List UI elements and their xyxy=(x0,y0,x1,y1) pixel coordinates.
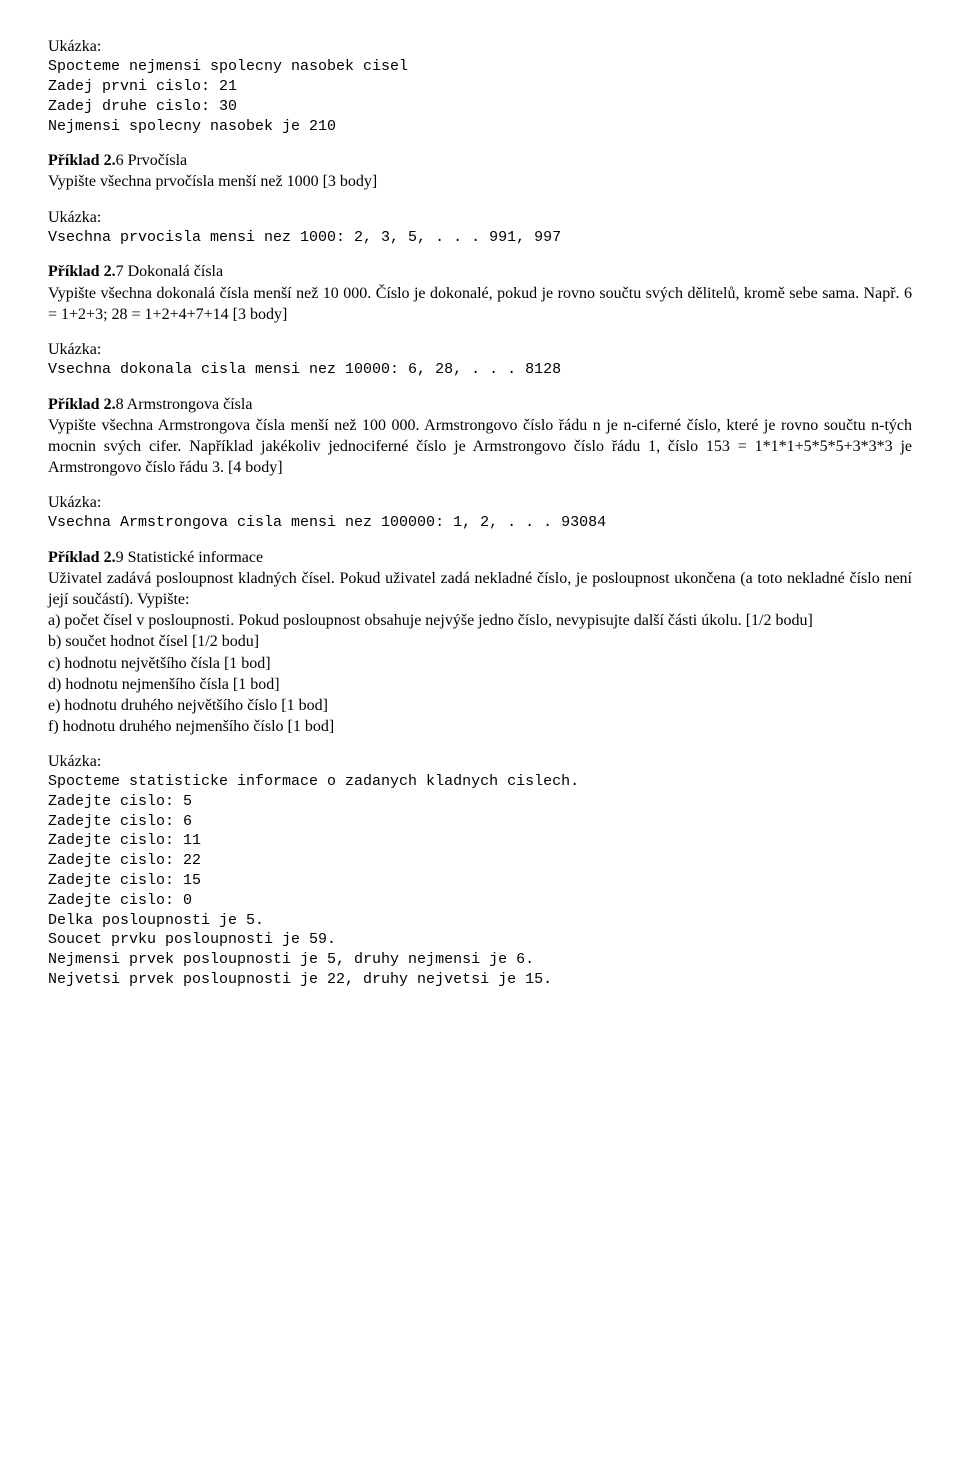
exercise-body: Vypište všechna dokonalá čísla menší než… xyxy=(48,283,912,325)
output-line: Zadejte cislo: 6 xyxy=(48,812,912,832)
output-line: Spocteme nejmensi spolecny nasobek cisel xyxy=(48,57,912,77)
output-line: Zadej druhe cislo: 30 xyxy=(48,97,912,117)
output-line: Spocteme statisticke informace o zadanyc… xyxy=(48,772,912,792)
title-prefix: Příklad 2. xyxy=(48,396,116,413)
title-prefix: Příklad 2. xyxy=(48,263,116,280)
exercise-item: c) hodnotu největšího čísla [1 bod] xyxy=(48,653,912,674)
output-line: Nejmensi spolecny nasobek je 210 xyxy=(48,117,912,137)
exercise-title: Příklad 2.6 Prvočísla xyxy=(48,150,912,171)
title-prefix: Příklad 2. xyxy=(48,152,116,169)
ukazka-label: Ukázka: xyxy=(48,751,912,772)
exercise-body: Uživatel zadává posloupnost kladných čís… xyxy=(48,568,912,610)
output-line: Vsechna prvocisla mensi nez 1000: 2, 3, … xyxy=(48,228,912,248)
exercise-28: Příklad 2.8 Armstrongova čísla Vypište v… xyxy=(48,394,912,478)
output-line: Soucet prvku posloupnosti je 59. xyxy=(48,930,912,950)
example-block-29: Ukázka: Spocteme statisticke informace o… xyxy=(48,751,912,990)
title-rest: 9 Statistické informace xyxy=(116,549,264,566)
exercise-item: a) počet čísel v posloupnosti. Pokud pos… xyxy=(48,610,912,631)
output-line: Zadejte cislo: 15 xyxy=(48,871,912,891)
output-line: Vsechna dokonala cisla mensi nez 10000: … xyxy=(48,360,912,380)
exercise-29: Příklad 2.9 Statistické informace Uživat… xyxy=(48,547,912,737)
example-block-28: Ukázka: Vsechna Armstrongova cisla mensi… xyxy=(48,492,912,533)
output-line: Nejvetsi prvek posloupnosti je 22, druhy… xyxy=(48,970,912,990)
exercise-title: Příklad 2.8 Armstrongova čísla xyxy=(48,394,912,415)
example-block-26: Ukázka: Vsechna prvocisla mensi nez 1000… xyxy=(48,207,912,248)
output-line: Nejmensi prvek posloupnosti je 5, druhy … xyxy=(48,950,912,970)
ukazka-label: Ukázka: xyxy=(48,207,912,228)
exercise-item: d) hodnotu nejmenšího čísla [1 bod] xyxy=(48,674,912,695)
exercise-27: Příklad 2.7 Dokonalá čísla Vypište všech… xyxy=(48,261,912,324)
title-rest: 6 Prvočísla xyxy=(116,152,188,169)
title-prefix: Příklad 2. xyxy=(48,549,116,566)
output-line: Vsechna Armstrongova cisla mensi nez 100… xyxy=(48,513,912,533)
title-rest: 7 Dokonalá čísla xyxy=(116,263,224,280)
exercise-title: Příklad 2.9 Statistické informace xyxy=(48,547,912,568)
output-line: Zadejte cislo: 11 xyxy=(48,831,912,851)
exercise-item: f) hodnotu druhého nejmenšího číslo [1 b… xyxy=(48,716,912,737)
exercise-body: Vypište všechna prvočísla menší než 1000… xyxy=(48,171,912,192)
exercise-item: e) hodnotu druhého největšího číslo [1 b… xyxy=(48,695,912,716)
output-line: Delka posloupnosti je 5. xyxy=(48,911,912,931)
example-block-1: Ukázka: Spocteme nejmensi spolecny nasob… xyxy=(48,36,912,136)
exercise-title: Příklad 2.7 Dokonalá čísla xyxy=(48,261,912,282)
output-line: Zadej prvni cislo: 21 xyxy=(48,77,912,97)
output-line: Zadejte cislo: 5 xyxy=(48,792,912,812)
ukazka-label: Ukázka: xyxy=(48,492,912,513)
ukazka-label: Ukázka: xyxy=(48,339,912,360)
output-line: Zadejte cislo: 22 xyxy=(48,851,912,871)
exercise-26: Příklad 2.6 Prvočísla Vypište všechna pr… xyxy=(48,150,912,192)
ukazka-label: Ukázka: xyxy=(48,36,912,57)
example-block-27: Ukázka: Vsechna dokonala cisla mensi nez… xyxy=(48,339,912,380)
exercise-body: Vypište všechna Armstrongova čísla menší… xyxy=(48,415,912,478)
exercise-item: b) součet hodnot čísel [1/2 bodu] xyxy=(48,631,912,652)
title-rest: 8 Armstrongova čísla xyxy=(116,396,253,413)
output-line: Zadejte cislo: 0 xyxy=(48,891,912,911)
